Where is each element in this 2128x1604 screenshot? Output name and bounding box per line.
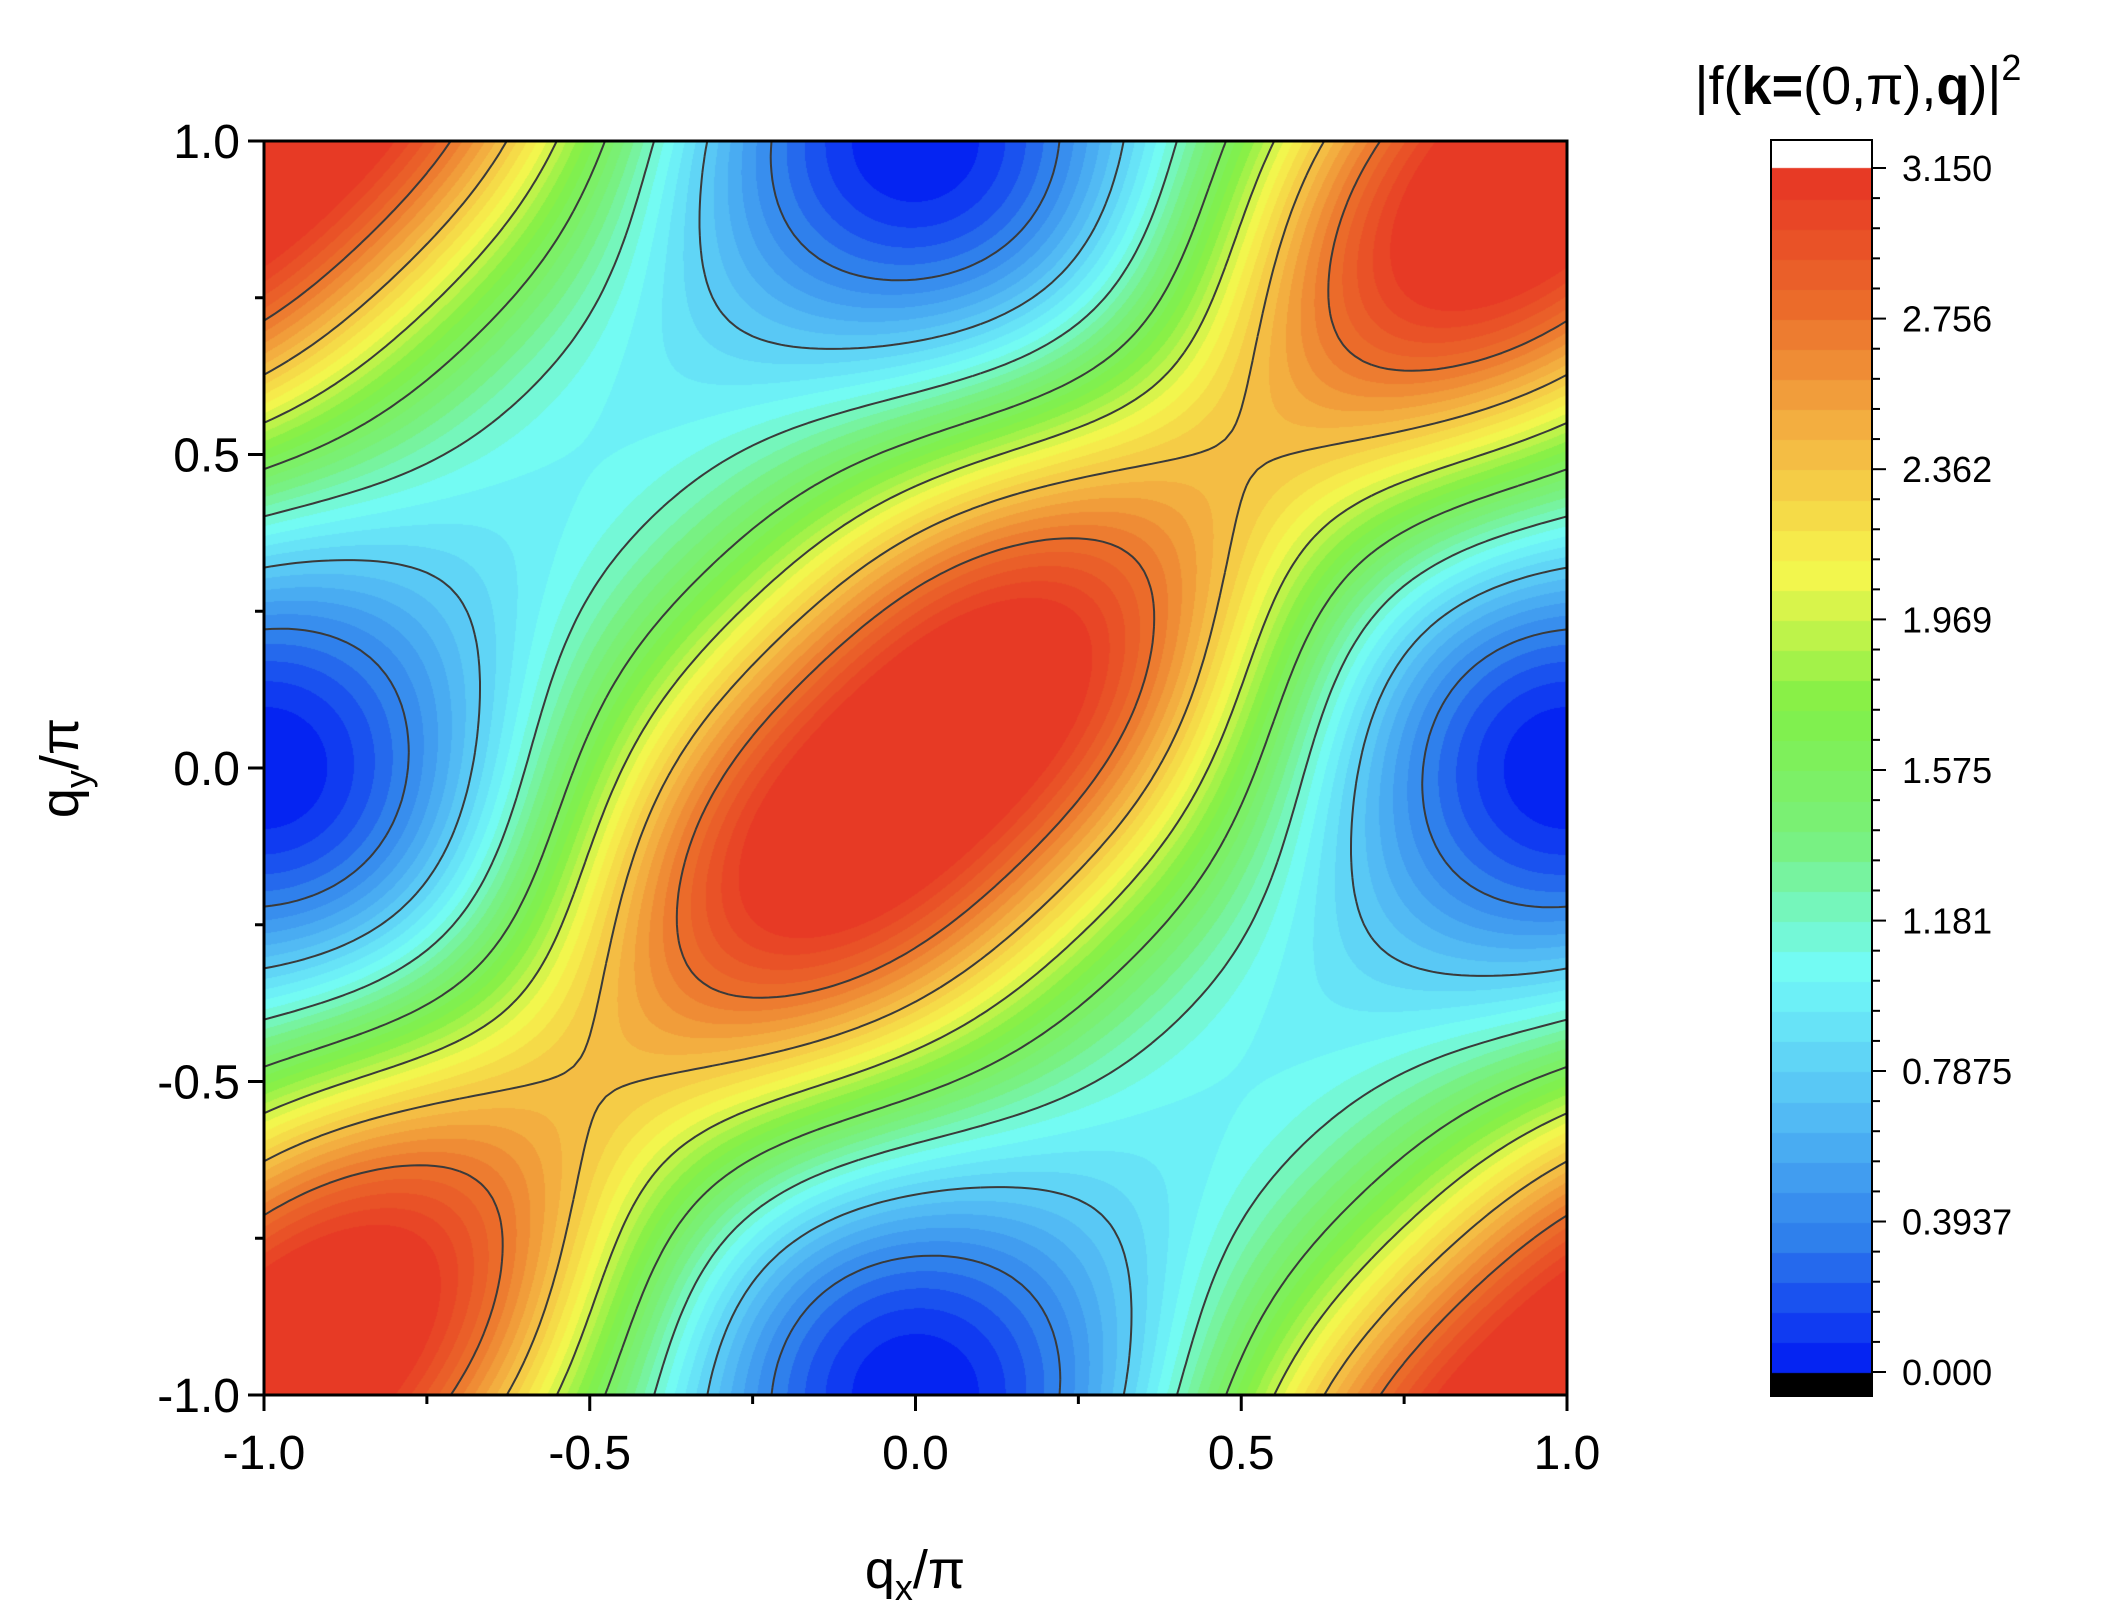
contour-line-3 [263, 140, 1568, 1396]
colorbar-tick-label: 1.575 [1902, 750, 1992, 791]
colorbar-title: |f(k=(0,π),q)|2 [1695, 47, 2022, 116]
colorbar-tick-label: 1.181 [1902, 901, 1992, 942]
contour-line-1 [263, 140, 1568, 1396]
colorbar-tick-label: 0.000 [1902, 1352, 1992, 1393]
x-axis-ticks: -1.0 -0.5 0.0 0.5 1.0 [223, 1395, 1601, 1480]
colorbar-frame [1770, 139, 1873, 1397]
plot-frame [262, 139, 1569, 1397]
y-axis-label: qy/π [30, 718, 98, 818]
y-axis-ticks: -1.0 -0.5 0.0 0.5 1.0 [157, 116, 264, 1423]
x-tick-label: -0.5 [548, 1427, 631, 1480]
contour-line-4 [263, 140, 1568, 1396]
colorbar-ticks: 0.000 0.3937 0.7875 1.181 1.575 1.969 2.362 2.7… [1872, 148, 2012, 1393]
colorbar [1771, 140, 1872, 1396]
y-tick-label: 0.0 [173, 743, 240, 796]
y-tick-label: 0.5 [173, 430, 240, 483]
contour-line-5 [263, 140, 1568, 1396]
colorbar-tick-label: 2.756 [1902, 299, 1992, 340]
y-tick-label: -0.5 [157, 1057, 240, 1110]
heatmap-field [264, 141, 1567, 1395]
x-axis-label: qx/π [865, 1540, 965, 1604]
x-tick-label: 0.0 [882, 1427, 949, 1480]
y-tick-label: -1.0 [157, 1370, 240, 1423]
y-tick-label: 1.0 [173, 116, 240, 169]
colorbar-tick-label: 1.969 [1902, 599, 1992, 640]
colorbar-tick-label: 3.150 [1902, 148, 1992, 189]
x-tick-label: -1.0 [223, 1427, 306, 1480]
colorbar-tick-label: 0.7875 [1902, 1051, 2012, 1092]
contour-line-0 [263, 140, 1568, 1396]
colorbar-tick-label: 0.3937 [1902, 1202, 2012, 1243]
colorbar-tick-label: 2.362 [1902, 449, 1992, 490]
contour-line-6 [263, 140, 1568, 1396]
x-tick-label: 0.5 [1208, 1427, 1275, 1480]
contour-line-2 [263, 140, 1568, 1396]
x-tick-label: 1.0 [1534, 1427, 1601, 1480]
